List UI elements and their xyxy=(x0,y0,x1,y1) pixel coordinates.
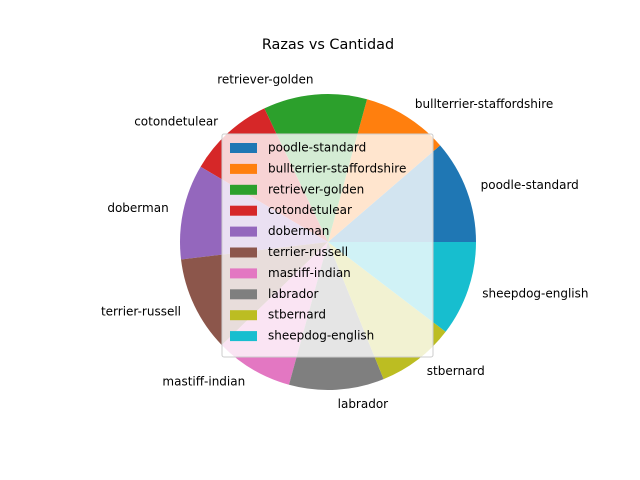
legend-swatch-doberman xyxy=(230,226,257,237)
slice-label-doberman: doberman xyxy=(107,201,168,215)
legend-frame xyxy=(221,133,434,358)
legend-swatch-retriever-golden xyxy=(230,184,257,195)
slice-label-cotondetulear: cotondetulear xyxy=(134,114,218,128)
slice-label-sheepdog-english: sheepdog-english xyxy=(482,287,588,301)
legend: poodle-standard bullterrier-staffordshire… xyxy=(221,133,434,358)
legend-swatch-sheepdog-english xyxy=(230,331,257,342)
legend-swatch-mastiff-indian xyxy=(230,268,257,279)
chart-title: Razas vs Cantidad xyxy=(262,37,394,53)
slice-label-terrier-russell: terrier-russell xyxy=(101,305,181,319)
legend-label-bullterrier-staffordshire: bullterrier-staffordshire xyxy=(268,161,406,175)
legend-swatch-poodle-standard xyxy=(230,143,257,153)
slice-label-retriever-golden: retriever-golden xyxy=(217,72,313,86)
legend-label-cotondetulear: cotondetulear xyxy=(268,203,352,217)
legend-swatch-bullterrier-staffordshire xyxy=(230,163,257,174)
legend-label-sheepdog-english: sheepdog-english xyxy=(268,329,374,343)
slice-label-labrador: labrador xyxy=(338,397,389,411)
slice-label-bullterrier-staffordshire: bullterrier-staffordshire xyxy=(415,97,553,111)
legend-label-stbernard: stbernard xyxy=(268,308,326,322)
legend-swatch-stbernard xyxy=(230,310,257,321)
legend-label-terrier-russell: terrier-russell xyxy=(268,245,348,259)
legend-label-retriever-golden: retriever-golden xyxy=(268,182,364,196)
legend-swatch-terrier-russell xyxy=(230,247,257,258)
legend-swatch-labrador xyxy=(230,289,257,300)
slice-label-stbernard: stbernard xyxy=(427,364,485,378)
slice-labels: poodle-standard bullterrier-staffordshire… xyxy=(101,72,589,411)
legend-label-doberman: doberman xyxy=(268,224,329,238)
legend-label-mastiff-indian: mastiff-indian xyxy=(268,266,351,280)
legend-swatch-cotondetulear xyxy=(230,205,257,216)
slice-label-poodle-standard: poodle-standard xyxy=(481,178,579,192)
legend-label-labrador: labrador xyxy=(268,287,319,301)
legend-label-poodle-standard: poodle-standard xyxy=(268,141,366,155)
slice-label-mastiff-indian: mastiff-indian xyxy=(162,375,245,389)
